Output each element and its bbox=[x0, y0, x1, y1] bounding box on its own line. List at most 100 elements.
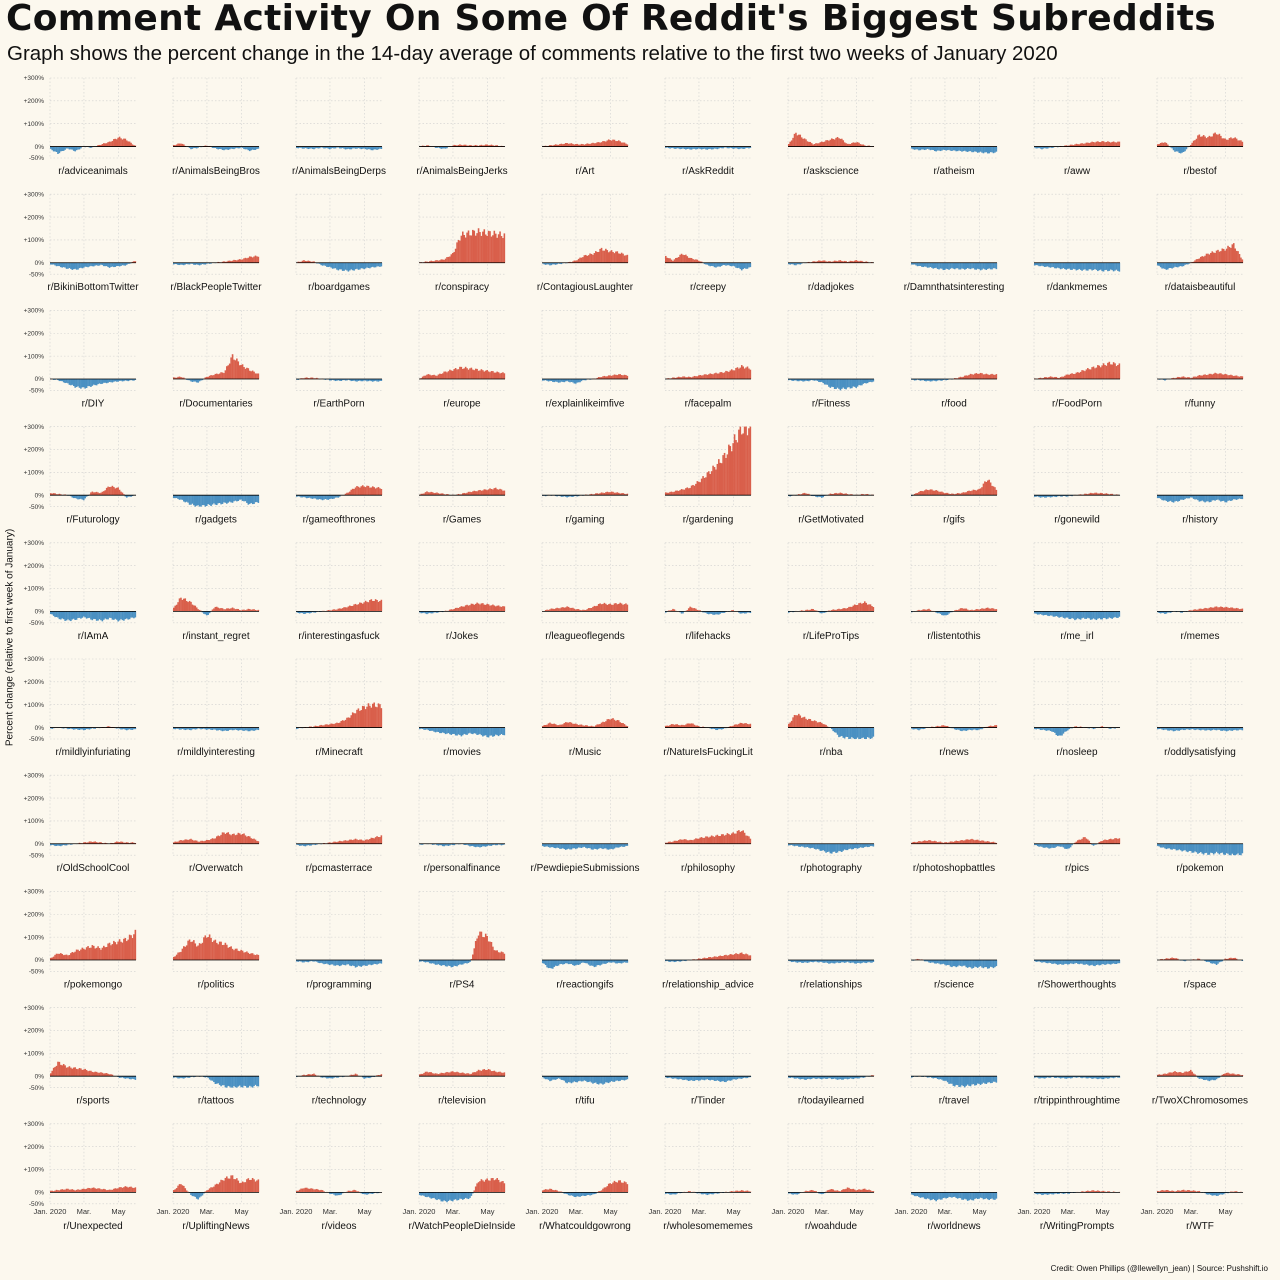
series-bar bbox=[74, 611, 76, 620]
series-bar bbox=[380, 378, 383, 381]
series-bar bbox=[703, 477, 706, 496]
series-bar bbox=[606, 719, 609, 728]
facet-panel: r/conspiracy bbox=[418, 193, 506, 293]
series-bar bbox=[1075, 372, 1078, 379]
series-bar bbox=[111, 485, 114, 496]
series-bar bbox=[1061, 262, 1063, 269]
series-bar bbox=[124, 262, 127, 266]
series-bar bbox=[311, 495, 314, 499]
series-bar bbox=[693, 146, 696, 149]
series-bar bbox=[449, 727, 451, 735]
series-bar bbox=[230, 835, 232, 844]
series-bar bbox=[243, 495, 245, 502]
series-bar bbox=[943, 842, 946, 844]
series-bar bbox=[330, 610, 332, 612]
series-bar bbox=[336, 495, 338, 498]
series-bar bbox=[373, 262, 375, 268]
series-bar bbox=[1230, 727, 1232, 731]
series-bar bbox=[799, 134, 802, 147]
series-bar bbox=[815, 610, 817, 612]
series-bar bbox=[1085, 611, 1088, 619]
series-bar bbox=[994, 609, 996, 612]
series-bar bbox=[552, 145, 554, 147]
series-bar bbox=[1200, 608, 1202, 612]
series-bar bbox=[459, 607, 461, 612]
series-bar bbox=[67, 611, 69, 620]
series-bar bbox=[570, 722, 573, 728]
series-bar bbox=[842, 727, 845, 738]
series-bar bbox=[323, 495, 325, 500]
series-bar bbox=[231, 833, 234, 844]
series-bar bbox=[62, 146, 65, 151]
series-bar bbox=[695, 838, 697, 844]
series-bar bbox=[612, 251, 614, 263]
series-bar bbox=[190, 378, 192, 382]
series-bar bbox=[913, 262, 916, 265]
series-bar bbox=[991, 485, 993, 496]
series-bar bbox=[193, 146, 195, 148]
series-bar bbox=[121, 139, 124, 147]
series-bar bbox=[669, 610, 671, 612]
series-bar bbox=[494, 487, 497, 496]
series-bar bbox=[974, 262, 976, 270]
series-bar bbox=[454, 727, 457, 736]
series-bar bbox=[682, 146, 684, 149]
series-bar bbox=[569, 261, 571, 263]
series-bar bbox=[543, 843, 546, 847]
series-bar bbox=[941, 611, 943, 616]
series-bar bbox=[1078, 144, 1081, 147]
series-bar bbox=[466, 492, 468, 496]
series-bar bbox=[570, 843, 573, 850]
series-bar bbox=[500, 727, 503, 734]
series-bar bbox=[328, 842, 331, 844]
series-bar bbox=[231, 260, 234, 263]
series-bar bbox=[1061, 611, 1063, 617]
series-bar bbox=[374, 262, 377, 268]
facet-label: r/personalfinance bbox=[424, 863, 501, 874]
series-bar bbox=[51, 611, 54, 615]
series-bar bbox=[224, 727, 227, 731]
series-bar bbox=[566, 378, 568, 381]
series-bar bbox=[297, 727, 300, 729]
series-bar bbox=[808, 141, 810, 147]
series-bar bbox=[470, 843, 473, 847]
series-bar bbox=[52, 493, 55, 496]
series-bar bbox=[712, 262, 714, 267]
series-bar bbox=[1194, 843, 1196, 852]
series-bar bbox=[687, 488, 690, 496]
series-bar bbox=[110, 842, 112, 844]
series-bar bbox=[327, 724, 330, 728]
series-bar bbox=[360, 602, 363, 612]
series-bar bbox=[256, 495, 258, 503]
series-bar bbox=[216, 606, 218, 612]
series-bar bbox=[173, 727, 175, 729]
series-bar bbox=[220, 727, 222, 731]
series-bar bbox=[846, 378, 849, 388]
series-bar bbox=[697, 481, 700, 496]
series-bar bbox=[426, 261, 428, 263]
y-tick-label: -50% bbox=[29, 620, 44, 627]
chart-subtitle: Graph shows the percent change in the 14… bbox=[7, 42, 1058, 65]
series-bar bbox=[1105, 493, 1108, 496]
series-bar bbox=[331, 146, 334, 149]
series-bar bbox=[97, 378, 99, 385]
series-bar bbox=[603, 722, 606, 728]
series-bar bbox=[1208, 373, 1211, 379]
series-bar bbox=[427, 611, 430, 614]
series-bar bbox=[845, 143, 847, 147]
series-bar bbox=[339, 495, 341, 497]
series-bar bbox=[253, 727, 255, 731]
series-bar bbox=[230, 146, 232, 149]
series-bar bbox=[677, 490, 680, 496]
series-bar bbox=[939, 726, 942, 728]
series-bar bbox=[861, 843, 863, 848]
series-bar bbox=[1085, 493, 1088, 496]
series-bar bbox=[609, 719, 611, 728]
series-bar bbox=[735, 833, 737, 844]
series-bar bbox=[848, 143, 850, 147]
series-bar bbox=[307, 843, 310, 846]
series-bar bbox=[359, 487, 361, 496]
series-bar bbox=[1194, 495, 1196, 500]
series-bar bbox=[556, 843, 558, 848]
series-bar bbox=[965, 262, 968, 269]
